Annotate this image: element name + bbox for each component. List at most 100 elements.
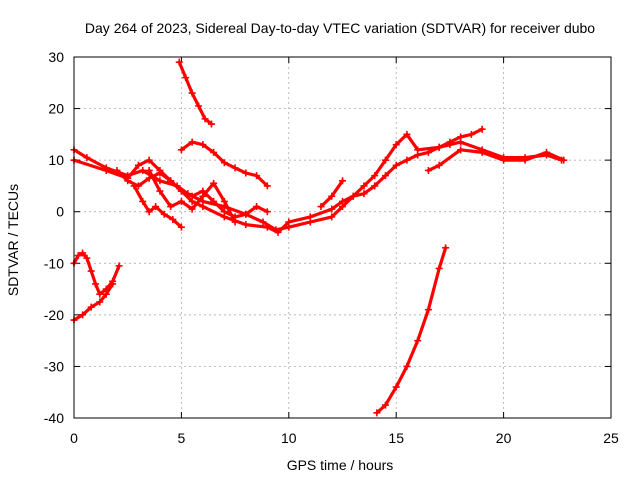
x-tick-label: 20 — [496, 430, 512, 446]
data-point — [115, 262, 123, 270]
data-point — [231, 218, 239, 226]
data-point — [424, 306, 432, 314]
data-point — [156, 177, 164, 185]
data-point — [139, 197, 147, 205]
y-tick-label: -30 — [44, 358, 64, 374]
data-point — [152, 203, 160, 211]
data-point — [414, 146, 422, 154]
data-point — [435, 161, 443, 169]
data-point — [207, 120, 215, 128]
data-point — [91, 280, 99, 288]
data-point — [169, 215, 177, 223]
axis-ticks — [73, 56, 612, 419]
data-point — [96, 298, 104, 306]
series-track-h — [317, 177, 346, 211]
series-track-e — [145, 166, 239, 226]
data-point — [435, 264, 443, 272]
y-tick-label: 20 — [48, 101, 64, 117]
data-point — [220, 159, 228, 167]
data-point — [210, 179, 218, 187]
data-point — [263, 223, 271, 231]
x-tick-label: 25 — [603, 430, 619, 446]
data-point — [167, 177, 175, 185]
data-point — [317, 203, 325, 211]
data-point — [145, 156, 153, 164]
data-point — [96, 290, 104, 298]
data-series — [70, 58, 568, 417]
data-point — [242, 210, 250, 218]
data-point — [130, 182, 138, 190]
data-point — [242, 221, 250, 229]
data-point — [457, 133, 465, 141]
data-point — [339, 177, 346, 185]
data-point — [156, 187, 164, 195]
data-point — [424, 166, 432, 174]
data-point — [263, 182, 271, 190]
data-point — [113, 166, 121, 174]
data-point — [188, 138, 196, 146]
data-point — [188, 192, 196, 200]
data-point — [328, 213, 336, 221]
data-point — [446, 138, 454, 146]
data-point — [160, 210, 168, 218]
x-tick-labels: 0 5 10 15 20 25 — [70, 430, 619, 446]
data-point — [156, 169, 164, 177]
data-point — [392, 141, 400, 149]
y-tick-label: 10 — [48, 152, 64, 168]
y-tick-labels: 30 20 10 0 -10 -20 -30 -40 — [44, 49, 64, 426]
data-point — [521, 156, 529, 164]
data-point — [210, 148, 218, 156]
series-track-l — [373, 244, 450, 417]
grid-lines — [74, 57, 611, 418]
y-tick-label: -20 — [44, 307, 64, 323]
data-point — [74, 252, 82, 260]
data-point — [83, 154, 91, 162]
data-point — [242, 169, 250, 177]
data-point — [79, 249, 87, 257]
series-track-j — [70, 249, 123, 298]
series-track-f — [177, 138, 271, 190]
data-point — [188, 89, 196, 97]
data-point — [139, 166, 147, 174]
data-point — [253, 172, 261, 180]
x-tick-label: 5 — [178, 430, 186, 446]
data-point — [263, 208, 271, 216]
data-point — [109, 280, 117, 288]
data-point — [177, 197, 185, 205]
data-point — [392, 383, 400, 391]
chart-title: Day 264 of 2023, Sidereal Day-to-day VTE… — [85, 20, 595, 36]
data-point — [328, 192, 336, 200]
data-point — [177, 223, 185, 231]
y-tick-label: -10 — [44, 255, 64, 271]
data-point — [177, 187, 185, 195]
data-point — [220, 208, 228, 216]
data-point — [259, 218, 267, 226]
data-point — [373, 409, 381, 417]
data-point — [274, 228, 282, 236]
data-point — [145, 166, 153, 174]
series-track-k — [70, 280, 117, 324]
data-point — [188, 205, 196, 213]
y-tick-label: -40 — [44, 410, 64, 426]
data-point — [328, 205, 336, 213]
data-point — [442, 244, 450, 252]
data-point — [182, 74, 190, 82]
data-point — [457, 146, 465, 154]
data-point — [500, 156, 508, 164]
data-point — [435, 143, 443, 151]
data-point — [560, 156, 568, 164]
data-point — [134, 161, 142, 169]
data-point — [177, 146, 185, 154]
series-line — [72, 282, 115, 322]
series-track-d — [130, 182, 185, 231]
data-point — [381, 156, 389, 164]
data-point — [124, 177, 132, 185]
data-point — [306, 213, 314, 221]
data-point — [392, 161, 400, 169]
data-point — [210, 197, 218, 205]
series-line — [375, 246, 448, 415]
data-point — [87, 303, 95, 311]
series-line — [177, 60, 214, 126]
data-point — [87, 267, 95, 275]
